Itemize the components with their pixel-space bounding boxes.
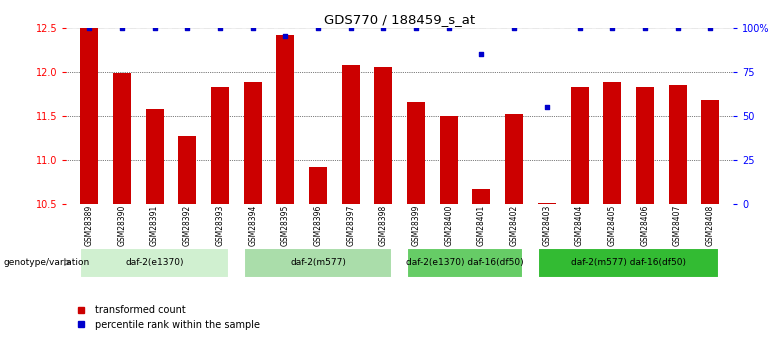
Point [214, 25, 226, 30]
Bar [146, 109, 164, 204]
Point [475, 51, 488, 57]
Text: GSM28390: GSM28390 [117, 205, 126, 246]
Point [378, 25, 390, 30]
Point [148, 25, 161, 30]
Point [410, 25, 422, 30]
Bar [374, 67, 392, 204]
Point [442, 25, 455, 30]
Point [704, 25, 717, 30]
Text: daf-2(m577) daf-16(df50): daf-2(m577) daf-16(df50) [571, 258, 686, 267]
Text: daf-2(m577): daf-2(m577) [290, 258, 346, 267]
Point [345, 25, 357, 30]
Text: GSM28389: GSM28389 [85, 205, 94, 246]
Text: GSM28399: GSM28399 [412, 205, 420, 246]
Text: daf-2(e1370) daf-16(df50): daf-2(e1370) daf-16(df50) [406, 258, 524, 267]
Bar [80, 28, 98, 204]
Text: GSM28397: GSM28397 [346, 205, 355, 246]
Text: GSM28391: GSM28391 [150, 205, 159, 246]
Point [279, 34, 292, 39]
Text: GSM28392: GSM28392 [183, 205, 192, 246]
Point [606, 25, 619, 30]
Text: GSM28405: GSM28405 [608, 205, 617, 246]
Legend: transformed count, percentile rank within the sample: transformed count, percentile rank withi… [71, 305, 261, 330]
Text: GSM28406: GSM28406 [640, 205, 650, 246]
Bar [538, 203, 556, 204]
Bar [473, 189, 491, 204]
Point [639, 25, 651, 30]
Bar [407, 248, 523, 278]
Text: GSM28407: GSM28407 [673, 205, 682, 246]
Text: GSM28396: GSM28396 [314, 205, 322, 246]
Bar [179, 136, 197, 204]
Point [573, 25, 586, 30]
Text: GSM28398: GSM28398 [379, 205, 388, 246]
Bar [276, 34, 294, 204]
Point [541, 104, 553, 110]
Text: daf-2(e1370): daf-2(e1370) [126, 258, 184, 267]
Point [246, 25, 259, 30]
Text: GSM28400: GSM28400 [445, 205, 453, 246]
Point [115, 25, 128, 30]
Point [181, 25, 193, 30]
Point [83, 25, 95, 30]
Bar [570, 87, 589, 204]
Text: GSM28401: GSM28401 [477, 205, 486, 246]
Point [508, 25, 520, 30]
Bar [538, 248, 719, 278]
Bar [113, 73, 131, 204]
Text: GSM28403: GSM28403 [542, 205, 551, 246]
Text: GSM28395: GSM28395 [281, 205, 290, 246]
Bar [407, 102, 425, 204]
Bar [505, 114, 523, 204]
Bar [603, 82, 621, 204]
Text: GSM28402: GSM28402 [509, 205, 519, 246]
Bar [243, 248, 392, 278]
Point [312, 25, 324, 30]
Text: GSM28404: GSM28404 [575, 205, 584, 246]
Bar [668, 85, 686, 204]
Point [672, 25, 684, 30]
Text: GSM28408: GSM28408 [706, 205, 714, 246]
Title: GDS770 / 188459_s_at: GDS770 / 188459_s_at [324, 13, 475, 27]
Bar [636, 87, 654, 204]
Bar [243, 82, 261, 204]
Bar [342, 65, 360, 204]
Text: GSM28393: GSM28393 [215, 205, 225, 246]
Text: GSM28394: GSM28394 [248, 205, 257, 246]
Bar [309, 167, 327, 204]
Bar [440, 116, 458, 204]
Bar [80, 248, 229, 278]
Text: genotype/variation: genotype/variation [3, 258, 90, 267]
Bar [211, 87, 229, 204]
Bar [701, 100, 719, 204]
